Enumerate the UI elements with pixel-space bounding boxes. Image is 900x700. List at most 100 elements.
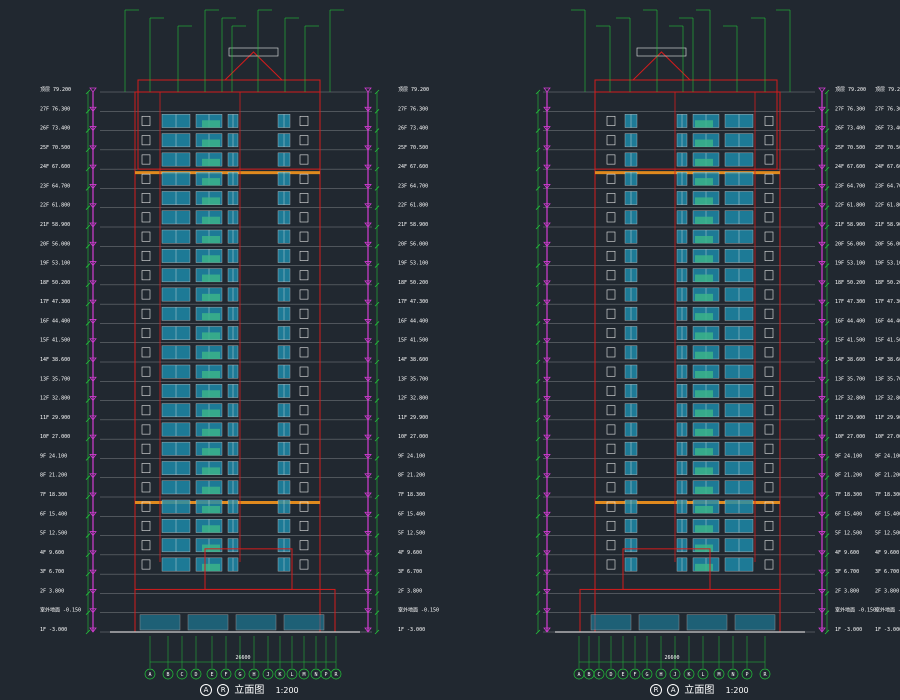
balcony-panel (695, 235, 713, 244)
axis-bubble (162, 668, 174, 680)
level-marker (543, 106, 551, 112)
small-window (606, 366, 616, 377)
dimension-tick (374, 301, 380, 307)
level-label: 23F 64.700 (40, 183, 70, 189)
level-label: 22F 61.800 (40, 203, 70, 209)
level-label: 1F -3.000 (875, 627, 900, 633)
axis-bubble (176, 668, 188, 680)
small-window (299, 347, 309, 358)
dimension-tick (374, 494, 380, 500)
small-window (764, 347, 774, 358)
level-label: 20F 56.000 (40, 241, 70, 247)
axis-bubble (697, 668, 709, 680)
level-marker (543, 87, 551, 93)
level-label: 15F 41.500 (835, 338, 865, 344)
balcony-panel (202, 274, 220, 282)
level-marker (364, 357, 372, 363)
roof-pavilion (631, 51, 692, 81)
small-window (299, 328, 309, 339)
axis-bubble-label: B (587, 672, 590, 678)
level-label: 6F 15.400 (875, 511, 900, 517)
level-marker (364, 106, 372, 112)
dimension-tick (535, 224, 541, 230)
balcony-panel (202, 390, 220, 398)
small-window (141, 250, 151, 261)
level-label: 12F 32.800 (40, 396, 70, 402)
dimension-tick (85, 456, 91, 461)
caption-right-end-axis: A (667, 684, 680, 696)
level-marker (364, 415, 372, 421)
level-label: 1F -3.000 (40, 627, 67, 633)
small-window (606, 231, 616, 242)
level-label: 25F 70.500 (875, 145, 900, 151)
small-window (764, 250, 774, 261)
balcony-panel (695, 313, 713, 321)
level-marker (89, 357, 97, 363)
level-label: 7F 18.300 (40, 492, 67, 498)
small-window (141, 231, 151, 242)
balcony-panel (202, 120, 220, 128)
small-window (299, 540, 309, 551)
level-label: 4F 9.600 (835, 550, 859, 556)
small-window (141, 463, 151, 474)
level-label: 5F 12.500 (835, 531, 862, 537)
balcony-panel (202, 525, 220, 533)
level-marker (89, 627, 97, 633)
level-label: 15F 41.500 (398, 338, 428, 344)
axis-bubble (206, 668, 218, 680)
level-label: 26F 73.400 (875, 126, 900, 132)
dimension-tick (535, 591, 541, 596)
balcony-panel (202, 216, 220, 224)
level-marker (818, 550, 826, 556)
small-window (764, 231, 774, 242)
dimension-tick (374, 533, 380, 538)
small-window (141, 540, 151, 551)
level-label: 14F 38.600 (398, 357, 428, 363)
axis-bubble-label: D (194, 672, 197, 678)
small-window (764, 115, 774, 126)
dimension-tick (824, 224, 830, 230)
level-label: 23F 64.700 (398, 183, 428, 189)
level-label: 19F 53.100 (40, 261, 70, 267)
dimension-tick (85, 205, 91, 210)
level-marker (364, 550, 372, 556)
level-label: 5F 12.500 (40, 531, 67, 537)
level-marker (818, 376, 826, 382)
level-label: 16F 44.400 (40, 318, 70, 324)
dimension-tick (374, 552, 380, 558)
level-marker (89, 184, 97, 190)
level-marker (543, 396, 551, 402)
level-label: 20F 56.000 (835, 241, 865, 247)
level-label: 2F 3.800 (835, 588, 859, 594)
dimension-tick (374, 340, 380, 345)
axis-bubble (262, 668, 274, 680)
level-marker (364, 376, 372, 382)
level-label: 22F 61.800 (875, 203, 900, 209)
dimension-tick (824, 89, 830, 95)
dimension-tick (85, 89, 91, 95)
axis-bubble (144, 668, 156, 680)
level-label: 11F 29.900 (875, 415, 900, 421)
dimension-tick (85, 571, 91, 577)
dimension-tick (85, 417, 91, 423)
level-marker (89, 338, 97, 344)
dimension-tick (535, 629, 541, 635)
elevation-left: 顶层 79.200 27F 76.300 26F 73.400 25F 70.500 2… (40, 9, 439, 680)
level-marker (543, 376, 551, 382)
dimension-tick (824, 456, 830, 461)
dimension-tick (85, 436, 91, 442)
level-marker (543, 145, 551, 151)
level-label: 17F 47.300 (398, 299, 428, 305)
level-label: 19F 53.100 (875, 261, 900, 267)
level-label: 27F 76.300 (835, 106, 865, 112)
dimension-tick (374, 379, 380, 384)
dimension-tick (374, 282, 380, 288)
small-window (299, 385, 309, 396)
small-window (764, 154, 774, 165)
level-label: 17F 47.300 (40, 299, 70, 305)
axis-bubble-label: D (609, 672, 612, 678)
level-marker (818, 473, 826, 479)
level-marker (364, 261, 372, 267)
level-label: 24F 67.600 (40, 164, 70, 170)
small-window (299, 482, 309, 493)
